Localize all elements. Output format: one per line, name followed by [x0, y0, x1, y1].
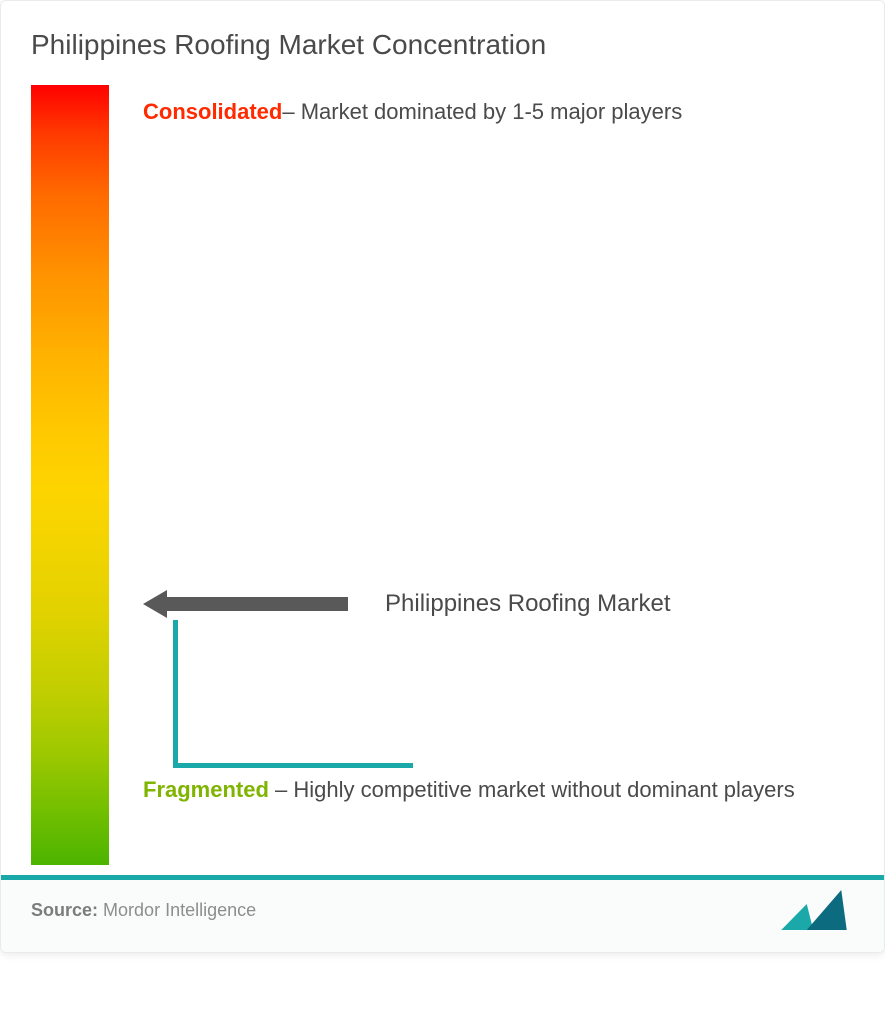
source-text: Source: Mordor Intelligence: [31, 900, 256, 921]
source-value: Mordor Intelligence: [103, 900, 256, 920]
market-marker-label: Philippines Roofing Market: [385, 590, 670, 618]
consolidated-highlight: Consolidated: [143, 99, 282, 124]
concentration-gradient-bar: [31, 85, 109, 865]
marker-connector-line: [173, 620, 413, 768]
fragmented-rest: – Highly competitive market without domi…: [269, 777, 795, 802]
mordor-logo-icon: [786, 890, 854, 930]
card-title: Philippines Roofing Market Concentration: [1, 1, 884, 85]
concentration-card: Philippines Roofing Market Concentration…: [0, 0, 885, 953]
fragmented-highlight: Fragmented: [143, 777, 269, 802]
arrow-left-icon: [143, 590, 353, 618]
card-content: Consolidated– Market dominated by 1-5 ma…: [1, 85, 884, 875]
source-label: Source:: [31, 900, 98, 920]
card-footer: Source: Mordor Intelligence: [1, 880, 884, 952]
text-column: Consolidated– Market dominated by 1-5 ma…: [109, 85, 854, 865]
consolidated-rest: – Market dominated by 1-5 major players: [282, 99, 682, 124]
consolidated-label: Consolidated– Market dominated by 1-5 ma…: [143, 87, 854, 138]
market-marker: Philippines Roofing Market: [143, 590, 670, 618]
fragmented-label: Fragmented – Highly competitive market w…: [143, 765, 854, 816]
